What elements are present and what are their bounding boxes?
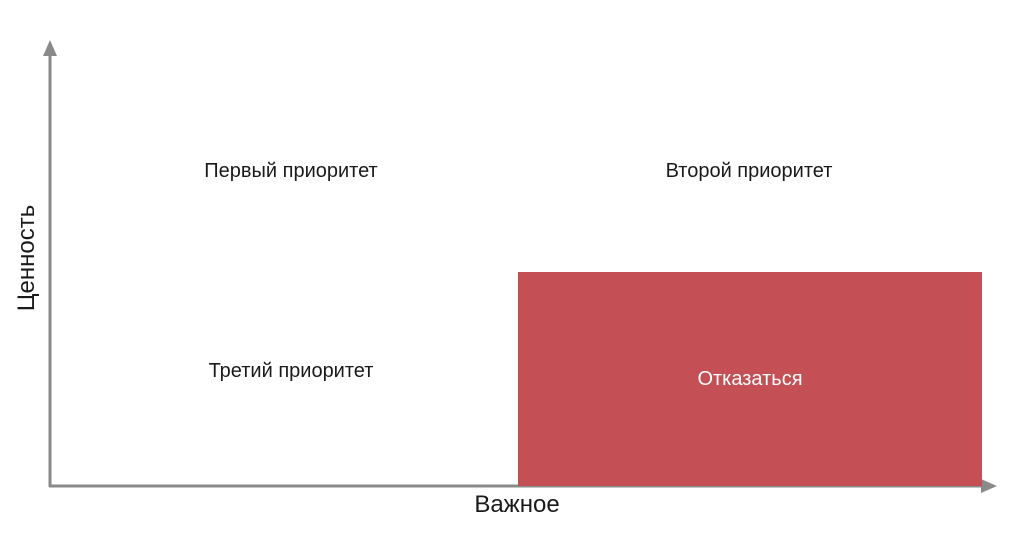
quadrant-second-priority: Второй приоритет <box>665 160 833 182</box>
quadrant-third-priority: Третий приоритет <box>208 360 374 382</box>
x-axis-label: Важное <box>474 491 560 518</box>
x-axis-arrow <box>981 479 997 493</box>
quadrant-first-priority: Первый приоритет <box>204 160 378 182</box>
y-axis-arrow <box>43 40 57 56</box>
y-axis-label: Ценность <box>13 204 40 312</box>
quadrant-reject-box: Отказаться <box>518 272 982 486</box>
quadrant-reject-label: Отказаться <box>697 368 803 390</box>
